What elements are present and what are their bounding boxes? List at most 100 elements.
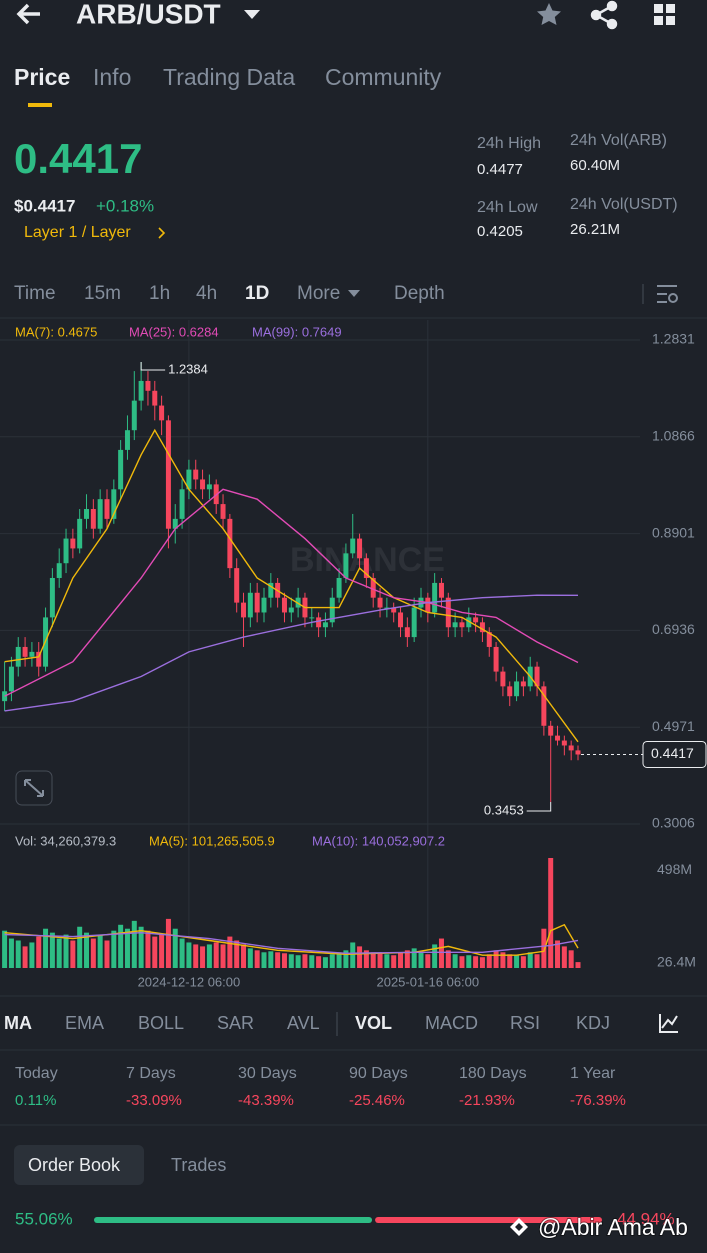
candle-body [131,400,137,431]
volume-bar [541,928,547,968]
candle-body [357,538,363,559]
x-tick-label: 2025-01-16 06:00 [376,974,479,989]
candle-body [288,607,294,613]
volume-bar [309,955,315,968]
volume-bar [493,950,499,968]
tab[interactable]: Community [325,64,442,90]
candle-body [206,484,212,490]
candle-body [384,607,390,609]
indicator-tab[interactable]: RSI [510,1013,540,1033]
candle-body [432,582,438,613]
candle-body [561,740,567,746]
candle-body [118,449,124,490]
volume-bar [438,938,444,968]
volume-bar [254,950,260,968]
indicator-tab[interactable]: KDJ [576,1013,610,1033]
tab-indicator [28,103,52,107]
tab[interactable]: Info [93,64,131,90]
interval[interactable]: 1D [245,283,269,304]
indicator-tab[interactable]: MA [4,1013,32,1033]
candle-body [152,390,158,406]
interval[interactable]: Depth [394,283,445,304]
return-label: 1 Year [570,1065,616,1082]
return-value: -33.09% [126,1092,182,1109]
candle-body [425,597,431,613]
ma-line [4,428,579,743]
more-dropdown[interactable] [348,290,360,297]
candle-body [452,622,458,628]
volume-bar [404,950,410,968]
volume-bar [2,930,8,968]
volume-bar [370,952,376,968]
volume-bar [124,928,130,968]
grid-icon[interactable] [654,4,675,25]
candle-body [124,430,130,450]
volume-bar [357,946,363,968]
volume-bar [275,952,281,968]
volume-bar [322,957,328,968]
volume-bar [227,936,233,968]
indicator-tab[interactable]: AVL [287,1013,320,1033]
candle-body [486,632,492,647]
fullscreen-button[interactable] [15,770,53,806]
indicator-tab[interactable]: MACD [425,1013,478,1033]
buy-ratio: 55.06% [15,1209,73,1228]
y-tick-label: 0.6936 [652,621,695,637]
candle-body [398,612,404,628]
candle-body [377,597,383,608]
return-value: -25.46% [349,1092,405,1109]
volume-bar [104,940,110,968]
volume-bar [179,938,185,968]
indicator-tab[interactable]: VOL [355,1013,392,1033]
candle-body [138,380,144,401]
candle-body [36,651,42,667]
interval[interactable]: 4h [196,283,217,304]
interval[interactable]: 15m [84,283,121,304]
volume-bar [281,953,287,968]
pair-title[interactable]: ARB/USDT [76,0,221,29]
ma-line [4,923,579,956]
volume-bar [329,954,335,968]
indicator-settings-icon[interactable] [659,1014,678,1033]
share-icon[interactable] [590,0,618,30]
volume-bar [15,940,21,968]
volume-bar [200,946,206,968]
candle-body [514,681,520,697]
watermark-text: @Abir Ama Ab [538,1214,688,1240]
indicator-tab[interactable]: EMA [65,1013,104,1033]
stat-label: 24h High [477,135,541,152]
low-pointer [526,801,552,812]
candle-body [77,518,83,549]
candle-body [370,577,376,598]
indicator-tab[interactable]: BOLL [138,1013,184,1033]
category-tag[interactable]: Layer 1 / Layer [24,224,131,241]
candle-body [247,592,253,618]
tab[interactable]: Price [14,64,70,90]
candle-body [418,597,424,608]
stat-value: 0.4477 [477,161,523,178]
candle-body [22,646,28,657]
volume-bar [302,954,308,968]
volume-bar [459,956,465,968]
trades-tab[interactable]: Trades [171,1155,226,1175]
candle-body [507,686,513,697]
chart-settings-icon[interactable] [657,285,678,303]
candle-body [200,479,206,490]
interval[interactable]: More [297,283,340,304]
candle-body [548,725,554,736]
back-button[interactable] [16,3,40,25]
candle-body [541,686,547,726]
interval[interactable]: 1h [149,283,170,304]
return-value: -76.39% [570,1092,626,1109]
candle-body [329,597,335,623]
pair-dropdown[interactable] [244,10,260,19]
order-book-tab[interactable]: Order Book [28,1155,121,1175]
favorite-icon[interactable] [537,3,561,25]
indicator-tab[interactable]: SAR [217,1013,254,1033]
x-tick-label: 2024-12-12 06:00 [138,974,241,989]
interval[interactable]: Time [14,283,56,304]
tab[interactable]: Trading Data [163,64,295,90]
legend-entry: MA(25): 0.6284 [129,324,219,339]
